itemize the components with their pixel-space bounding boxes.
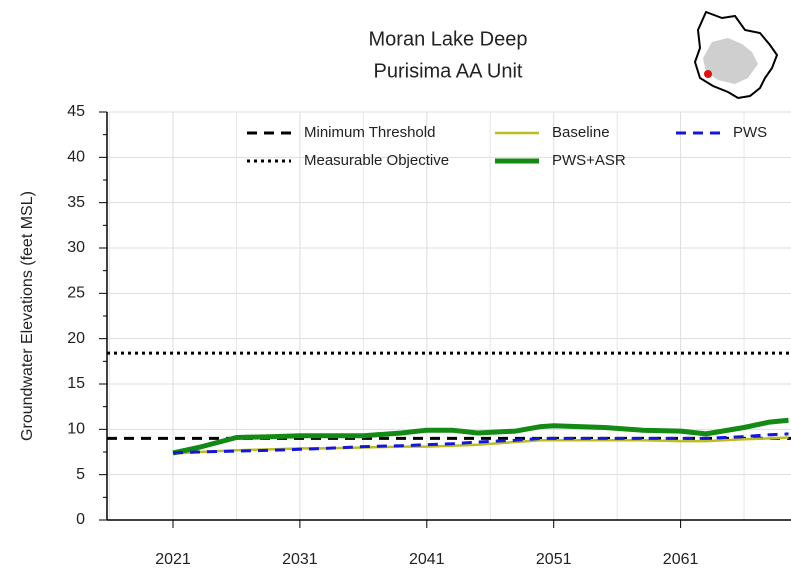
y-tick-label: 0 (76, 511, 85, 528)
y-tick-label: 30 (67, 239, 85, 256)
x-tick-label: 2021 (155, 551, 191, 568)
y-tick-label: 45 (67, 103, 85, 120)
y-tick-label: 10 (67, 421, 85, 438)
legend-label: Minimum Threshold (304, 124, 435, 141)
map-region (703, 38, 758, 84)
series-line (172, 417, 789, 456)
locator-map (693, 10, 779, 100)
chart-title: Moran Lake Deep (369, 28, 528, 50)
map-marker (704, 70, 712, 78)
y-tick-label: 20 (67, 330, 85, 347)
legend-label: PWS+ASR (552, 152, 626, 169)
y-tick-label: 25 (67, 285, 85, 302)
legend-label: Baseline (552, 124, 610, 141)
legend-label: PWS (733, 124, 767, 141)
series-line (172, 432, 789, 455)
x-tick-label: 2041 (409, 551, 445, 568)
y-tick-label: 5 (76, 466, 85, 483)
x-tick-label: 2031 (282, 551, 318, 568)
y-tick-label: 35 (67, 194, 85, 211)
x-tick-label: 2051 (536, 551, 572, 568)
x-tick-label: 2061 (663, 551, 699, 568)
y-tick-label: 40 (67, 149, 85, 166)
chart-subtitle: Purisima AA Unit (374, 60, 523, 82)
legend: Minimum Threshold Measurable Objective Bas… (247, 124, 767, 169)
y-axis-label: Groundwater Elevations (feet MSL) (19, 191, 36, 441)
legend-label: Measurable Objective (304, 152, 449, 169)
y-tick-label: 15 (67, 375, 85, 392)
